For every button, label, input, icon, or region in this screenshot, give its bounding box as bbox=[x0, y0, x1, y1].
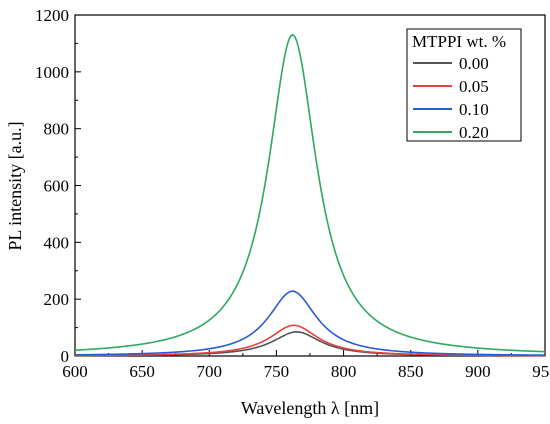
x-tick-label: 850 bbox=[398, 362, 424, 381]
legend: MTPPI wt. % 0.00 0.05 0.10 0.20 bbox=[406, 28, 522, 142]
x-tick-label: 750 bbox=[264, 362, 290, 381]
series-line-0-10 bbox=[74, 290, 545, 356]
y-tick-label: 600 bbox=[44, 177, 70, 196]
series-line-0-05 bbox=[74, 324, 545, 357]
series-line-0-20 bbox=[74, 33, 546, 353]
legend-label: 0.00 bbox=[459, 54, 489, 73]
series-layer bbox=[74, 33, 546, 357]
legend-title: MTPPI wt. % bbox=[412, 32, 506, 51]
x-tick-label: 800 bbox=[331, 362, 357, 381]
x-tick-label: 650 bbox=[129, 362, 155, 381]
legend-label: 0.20 bbox=[459, 123, 489, 142]
y-tick-label: 800 bbox=[44, 120, 70, 139]
y-tick-label: 0 bbox=[61, 347, 70, 366]
y-tick-label: 200 bbox=[44, 290, 70, 309]
x-tick-label: 700 bbox=[197, 362, 223, 381]
legend-label: 0.05 bbox=[459, 77, 489, 96]
x-tick-label: 950 bbox=[532, 362, 550, 381]
legend-label: 0.10 bbox=[459, 100, 489, 119]
y-tick-label: 1000 bbox=[35, 63, 69, 82]
legend-items: 0.00 0.05 0.10 0.20 bbox=[413, 54, 489, 142]
x-tick-label: 600 bbox=[62, 362, 88, 381]
x-tick-label: 900 bbox=[465, 362, 491, 381]
x-axis-label: Wavelength λ [nm] bbox=[241, 398, 379, 418]
y-tick-label: 1200 bbox=[35, 6, 69, 25]
axis-ticks: 600 650 700 750 800 850 900 950 0 200 400 600 800 100… bbox=[35, 6, 550, 381]
y-axis-label: PL intensity [a.u.] bbox=[5, 121, 25, 250]
y-tick-label: 400 bbox=[44, 233, 70, 252]
